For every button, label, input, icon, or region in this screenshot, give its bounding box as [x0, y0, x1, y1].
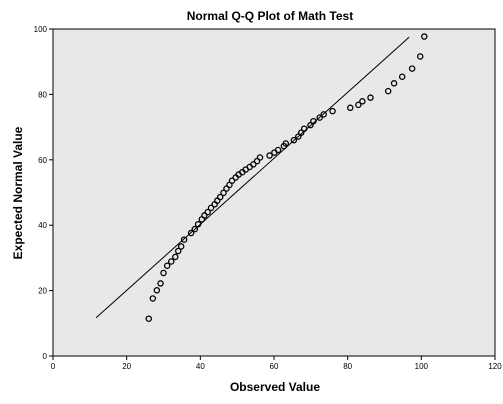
y-tick-label: 80	[38, 90, 47, 99]
y-tick-label: 60	[38, 156, 47, 165]
data-point	[191, 225, 199, 233]
data-point	[163, 262, 171, 269]
data-point	[194, 220, 202, 228]
data-point	[153, 287, 161, 294]
data-point	[145, 315, 153, 322]
reference-line	[95, 36, 410, 319]
data-point	[220, 189, 227, 197]
data-point	[367, 94, 374, 101]
x-tick-label: 40	[196, 362, 205, 371]
chart-title: Normal Q-Q Plot of Math Test	[187, 9, 353, 23]
data-point	[228, 177, 236, 184]
data-point	[421, 33, 428, 40]
x-tick-label: 0	[51, 362, 56, 371]
data-point	[174, 247, 182, 255]
plot-area	[52, 28, 496, 357]
data-point	[300, 125, 308, 132]
data-point	[416, 53, 424, 60]
x-tick-label: 20	[122, 362, 131, 371]
x-axis: 0 20 40 60 80 100 120	[51, 356, 502, 371]
data-point	[355, 101, 362, 109]
data-point	[282, 140, 290, 147]
data-point	[316, 114, 323, 121]
x-tick-label: 100	[415, 362, 429, 371]
x-tick-label: 120	[488, 362, 502, 371]
data-point	[329, 107, 336, 115]
data-point	[180, 236, 188, 243]
data-point	[398, 73, 406, 80]
data-points	[145, 33, 428, 322]
data-point	[390, 80, 398, 87]
data-point	[157, 280, 164, 287]
y-axis-label: Expected Normal Value	[11, 126, 25, 259]
data-point	[172, 253, 179, 261]
data-point	[290, 136, 298, 144]
data-point	[320, 111, 327, 118]
data-point	[216, 193, 224, 201]
data-point	[359, 98, 366, 105]
y-axis: 0 20 40 60 80 100	[34, 25, 53, 361]
data-point	[274, 146, 282, 154]
data-point	[149, 295, 157, 302]
data-point	[266, 152, 273, 159]
y-tick-label: 100	[34, 25, 48, 34]
x-axis-label: Observed Value	[230, 380, 320, 394]
data-point	[160, 269, 167, 277]
data-point	[346, 104, 354, 112]
data-point	[177, 243, 185, 250]
data-point	[201, 212, 208, 219]
y-tick-label: 40	[38, 221, 47, 230]
data-point	[207, 204, 215, 212]
data-point	[384, 87, 392, 95]
data-point	[204, 208, 211, 216]
data-point	[250, 161, 257, 168]
data-point	[256, 154, 264, 161]
y-tick-label: 0	[43, 352, 48, 361]
x-tick-label: 80	[343, 362, 352, 371]
x-tick-label: 60	[270, 362, 279, 371]
data-point	[167, 258, 175, 265]
data-point	[187, 229, 195, 237]
y-tick-label: 20	[38, 287, 47, 296]
data-point	[408, 65, 416, 72]
data-point	[310, 117, 317, 125]
